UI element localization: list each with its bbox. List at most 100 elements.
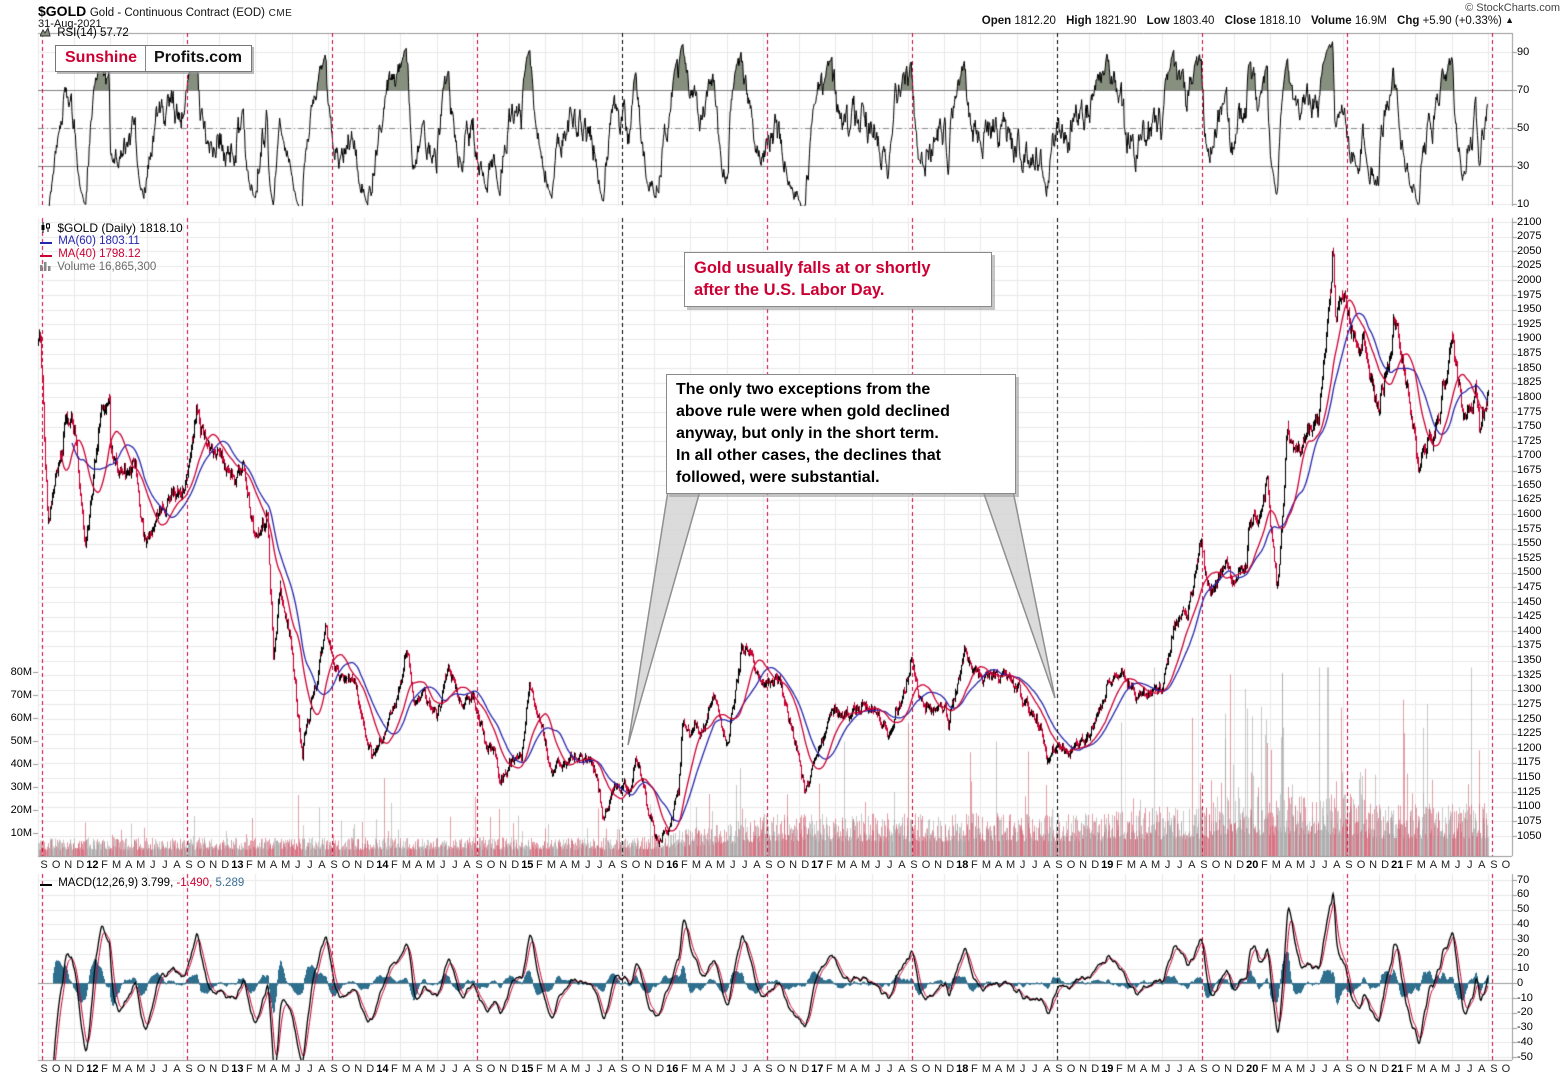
price-axis-tick: 1175 <box>1517 756 1541 769</box>
x-axis-label-main: O <box>1066 859 1076 871</box>
x-axis-label-macd: M <box>256 1063 267 1075</box>
x-axis-label-main: M <box>1295 859 1306 871</box>
macd-axis-tick: 0 <box>1517 976 1524 989</box>
x-axis-label-macd: M <box>1440 1063 1451 1075</box>
x-axis-label-main: M <box>546 859 557 871</box>
x-axis-label-macd: 20 <box>1246 1063 1259 1075</box>
x-axis-label-macd: 21 <box>1391 1063 1404 1075</box>
x-axis-label-macd: F <box>681 1063 688 1075</box>
x-axis-label-macd: M <box>836 1063 847 1075</box>
price-axis-tick: 1825 <box>1517 376 1542 389</box>
price-axis-tick: 1525 <box>1517 551 1542 564</box>
x-axis-label-macd: S <box>1490 1063 1498 1075</box>
x-axis-label-main: M <box>1006 859 1016 871</box>
x-axis-label-macd: F <box>101 1063 108 1075</box>
x-axis-label-macd: F <box>1260 1063 1268 1075</box>
x-axis-label-macd: N <box>1079 1063 1088 1075</box>
volume-legend-text: Volume 16,865,300 <box>57 261 157 273</box>
price-axis-tick: 1950 <box>1517 303 1542 316</box>
quote-bar: Open 1812.20 High 1821.90 Low 1803.40 Cl… <box>982 15 1514 27</box>
x-axis-label-macd: J <box>729 1063 736 1075</box>
rsi-axis-tick: 70 <box>1517 83 1530 96</box>
macd-axis-tick: 10 <box>1517 962 1530 974</box>
x-axis-label-main: J <box>1309 859 1316 871</box>
x-axis-label-macd: J <box>1321 1063 1328 1075</box>
x-axis-label-macd: N <box>789 1063 798 1075</box>
x-axis-label-macd: O <box>51 1063 61 1075</box>
x-axis-label-macd: M <box>981 1063 992 1075</box>
x-axis-label-macd: A <box>414 1063 423 1075</box>
x-axis-label-macd: M <box>691 1063 702 1075</box>
price-axis-tick: 2100 <box>1517 215 1542 228</box>
macd-axis-tick: -50 <box>1517 1050 1533 1063</box>
x-axis-label-macd: A <box>1043 1063 1051 1075</box>
rsi-legend-text: RSI(14) 57.72 <box>57 27 129 39</box>
x-axis-label-main: A <box>753 859 761 871</box>
x-axis-label-macd: M <box>281 1063 291 1075</box>
x-axis-label-main: M <box>281 859 291 871</box>
x-axis-label-main: N <box>644 859 653 871</box>
x-axis-label-main: A <box>463 859 471 871</box>
ma60-legend-text: MA(60) 1803.11 <box>58 235 140 247</box>
close-value: 1818.10 <box>1259 15 1301 27</box>
x-axis-label-macd: A <box>849 1063 858 1075</box>
volume-axis-tick: 80M <box>10 665 32 678</box>
x-axis-label-main: N <box>789 859 798 871</box>
x-axis-label-main: A <box>124 859 133 871</box>
x-axis-label-macd: M <box>426 1063 436 1075</box>
x-axis-label-macd: M <box>1126 1063 1136 1075</box>
x-axis-label-main: A <box>318 859 326 871</box>
x-axis-label-macd: N <box>354 1063 363 1075</box>
ma40-legend: MA(40) 1798.12 <box>40 248 141 261</box>
x-axis-label-macd: S <box>330 1063 338 1075</box>
x-axis-label-macd: 15 <box>521 1063 534 1075</box>
x-axis-label-macd: M <box>546 1063 557 1075</box>
x-axis-label-main: 17 <box>811 859 824 871</box>
price-axis-tick: 1375 <box>1517 639 1542 652</box>
x-axis-label-main: O <box>1211 859 1221 871</box>
x-axis-label-main: O <box>921 859 931 871</box>
sunshine-profits-logo: Sunshine Profits.com <box>55 45 253 72</box>
x-axis-label-macd: N <box>499 1063 508 1075</box>
x-axis-label-macd: N <box>1369 1063 1378 1075</box>
price-axis-tick: 1150 <box>1517 771 1541 784</box>
x-axis-label-main: F <box>101 859 108 871</box>
x-axis-label-main: F <box>970 859 978 871</box>
x-axis-label-main: M <box>136 859 146 871</box>
x-axis-label-macd: A <box>1478 1063 1486 1075</box>
x-axis-label-main: D <box>1381 859 1390 871</box>
x-axis-label-main: A <box>1284 859 1293 871</box>
price-axis-tick: 1700 <box>1517 449 1542 462</box>
x-axis-label-main: M <box>1126 859 1136 871</box>
macd-axis-tick: -20 <box>1517 1006 1533 1019</box>
x-axis-label-macd: F <box>1115 1063 1123 1075</box>
volume-axis-tick: 40M <box>10 757 32 770</box>
x-axis-label-macd: J <box>1164 1063 1171 1075</box>
x-axis-label-main: J <box>1454 859 1461 871</box>
x-axis-label-macd: A <box>173 1063 181 1075</box>
x-axis-label-main: S <box>330 859 338 871</box>
x-axis-label-macd: D <box>801 1063 810 1075</box>
price-axis-tick: 2025 <box>1517 259 1542 272</box>
price-axis-tick: 1850 <box>1517 361 1542 374</box>
x-axis-label-main: D <box>1091 859 1100 871</box>
volume-bars-icon <box>40 261 51 274</box>
up-arrow-icon: ▲ <box>1505 15 1514 25</box>
x-axis-label-main: M <box>1416 859 1426 871</box>
x-axis-label-main: S <box>1345 859 1353 871</box>
chg-label: Chg <box>1397 15 1420 27</box>
x-axis-label-main: M <box>571 859 581 871</box>
x-axis-label-main: J <box>307 859 313 871</box>
x-axis-label-macd: F <box>391 1063 398 1075</box>
high-label: High <box>1066 15 1092 27</box>
x-axis-label-macd: S <box>620 1063 628 1075</box>
volume-axis-tick: 20M <box>10 803 32 816</box>
open-label: Open <box>981 15 1012 27</box>
price-axis-tick: 1325 <box>1517 668 1542 681</box>
x-axis-label-macd: J <box>452 1063 458 1075</box>
price-axis-tick: 1725 <box>1517 434 1542 447</box>
x-axis-label-macd: J <box>1176 1063 1183 1075</box>
x-axis-label-main: J <box>729 859 736 871</box>
x-axis-label-main: M <box>716 859 726 871</box>
